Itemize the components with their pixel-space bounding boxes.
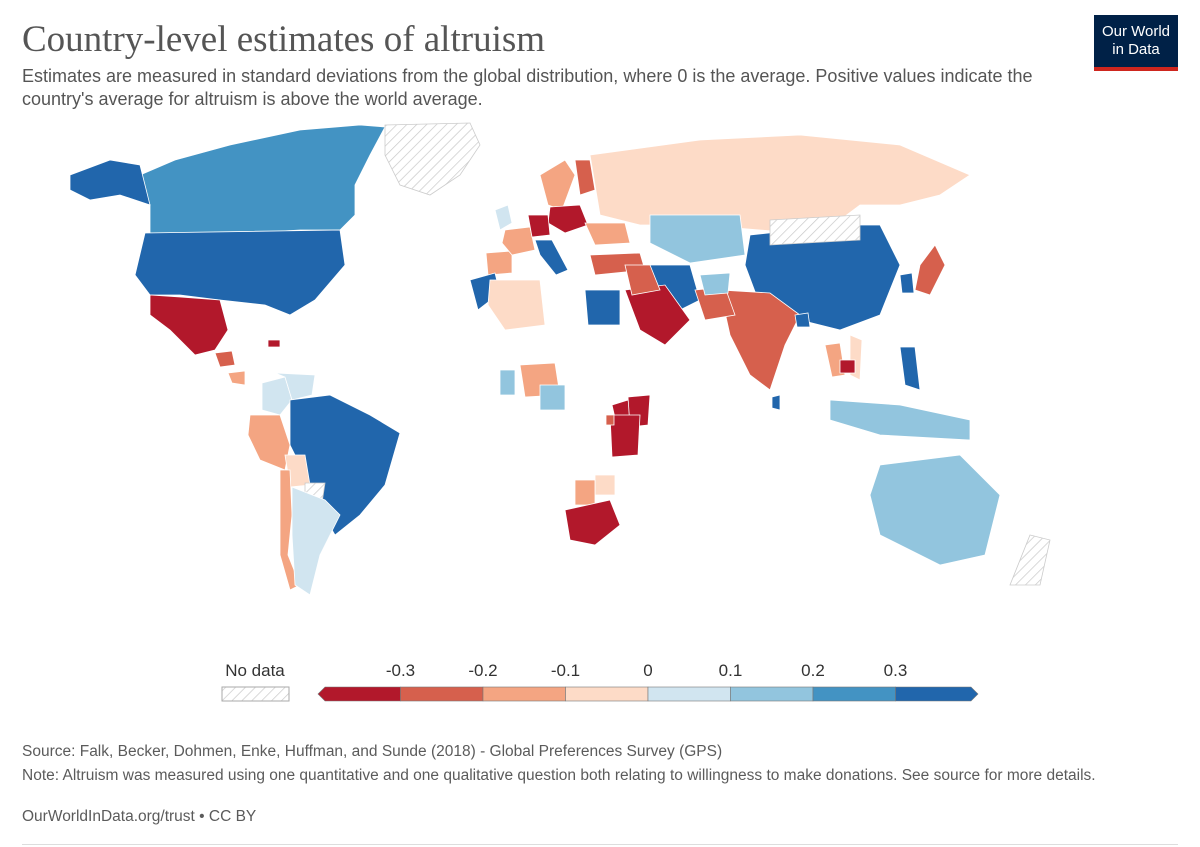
region-south-africa[interactable] (564, 499, 621, 546)
legend-tick-label: 0.1 (719, 661, 743, 680)
note-text: Note: Altruism was measured using one qu… (22, 767, 1096, 784)
chart-title: Country-level estimates of altruism (22, 19, 546, 60)
region-united-states[interactable] (134, 229, 346, 316)
region-australia[interactable] (869, 454, 1001, 566)
region-zimbabwe[interactable] (594, 474, 616, 496)
legend-swatch-3[interactable] (565, 686, 649, 702)
footer-divider (22, 844, 1178, 845)
region-colombia[interactable] (261, 376, 293, 416)
region-alaska[interactable] (69, 159, 151, 206)
region-greenland[interactable] (384, 122, 481, 196)
region-nicaragua[interactable] (227, 370, 246, 386)
legend-tick-label: 0 (643, 661, 652, 680)
legend-tick-label: 0.2 (801, 661, 825, 680)
region-spain[interactable] (485, 250, 513, 276)
country-shapes (69, 122, 1051, 596)
region-finland[interactable] (574, 159, 596, 196)
footer-url[interactable]: OurWorldInData.org/trust • CC BY (22, 808, 257, 825)
region-south-korea[interactable] (899, 272, 915, 294)
region-venezuela[interactable] (274, 372, 316, 401)
region-cameroon[interactable] (539, 384, 566, 411)
region-united-kingdom[interactable] (494, 204, 513, 231)
legend-tick-label: -0.1 (551, 661, 580, 680)
region-canada[interactable] (139, 124, 386, 234)
region-philippines[interactable] (899, 346, 921, 391)
region-france[interactable] (501, 226, 536, 256)
region-sri-lanka[interactable] (771, 394, 781, 411)
legend-tick-label: -0.3 (386, 661, 415, 680)
region-india[interactable] (719, 289, 801, 391)
region-rwanda[interactable] (605, 414, 615, 426)
region-italy[interactable] (534, 239, 569, 276)
region-bangladesh[interactable] (794, 312, 811, 328)
region-afghanistan[interactable] (699, 272, 731, 296)
region-mongolia[interactable] (769, 214, 861, 246)
region-cambodia[interactable] (839, 359, 856, 374)
legend-swatch-5[interactable] (730, 686, 814, 702)
legend-tick-label: 0.3 (884, 661, 908, 680)
legend-swatch-2[interactable] (482, 686, 566, 702)
color-legend: No data -0.3 -0.2 -0.1 0 0.1 0.2 0.3 (221, 661, 979, 702)
region-algeria[interactable] (487, 279, 546, 331)
region-japan[interactable] (914, 244, 946, 296)
region-guatemala[interactable] (214, 350, 236, 368)
region-sweden[interactable] (539, 159, 576, 211)
region-mexico[interactable] (149, 294, 229, 356)
region-germany[interactable] (527, 214, 551, 238)
chart-subtitle: Estimates are measured in standard devia… (22, 66, 1033, 109)
legend-swatch-0[interactable] (317, 686, 401, 702)
legend-no-data-swatch (221, 686, 290, 702)
region-argentina[interactable] (291, 486, 341, 596)
region-tanzania[interactable] (609, 414, 641, 458)
world-map (69, 122, 1051, 596)
legend-no-data-label: No data (225, 661, 285, 680)
logo-accent-bar (1094, 67, 1178, 71)
logo-line-1: Our World (1101, 23, 1171, 40)
region-peru[interactable] (247, 414, 291, 471)
legend-swatch-1[interactable] (400, 686, 484, 702)
legend-swatch-4[interactable] (647, 686, 731, 702)
logo-line-2: in Data (1112, 41, 1160, 58)
region-new-zealand[interactable] (1009, 534, 1051, 586)
legend-swatch-6[interactable] (812, 686, 896, 702)
legend-bins: -0.3 -0.2 -0.1 0 0.1 0.2 0.3 (317, 661, 979, 702)
region-botswana[interactable] (574, 479, 596, 506)
region-ukraine[interactable] (584, 222, 631, 246)
region-kazakhstan[interactable] (649, 214, 746, 264)
region-poland[interactable] (547, 204, 589, 234)
legend-tick-label: -0.2 (468, 661, 497, 680)
region-egypt[interactable] (584, 289, 621, 326)
legend-swatch-7[interactable] (895, 686, 979, 702)
owid-logo[interactable]: Our World in Data (1094, 15, 1178, 71)
region-iraq[interactable] (624, 264, 661, 296)
region-indonesia[interactable] (829, 399, 971, 441)
region-haiti[interactable] (267, 339, 281, 348)
region-ghana[interactable] (499, 369, 516, 396)
source-text: Source: Falk, Becker, Dohmen, Enke, Huff… (22, 743, 723, 760)
